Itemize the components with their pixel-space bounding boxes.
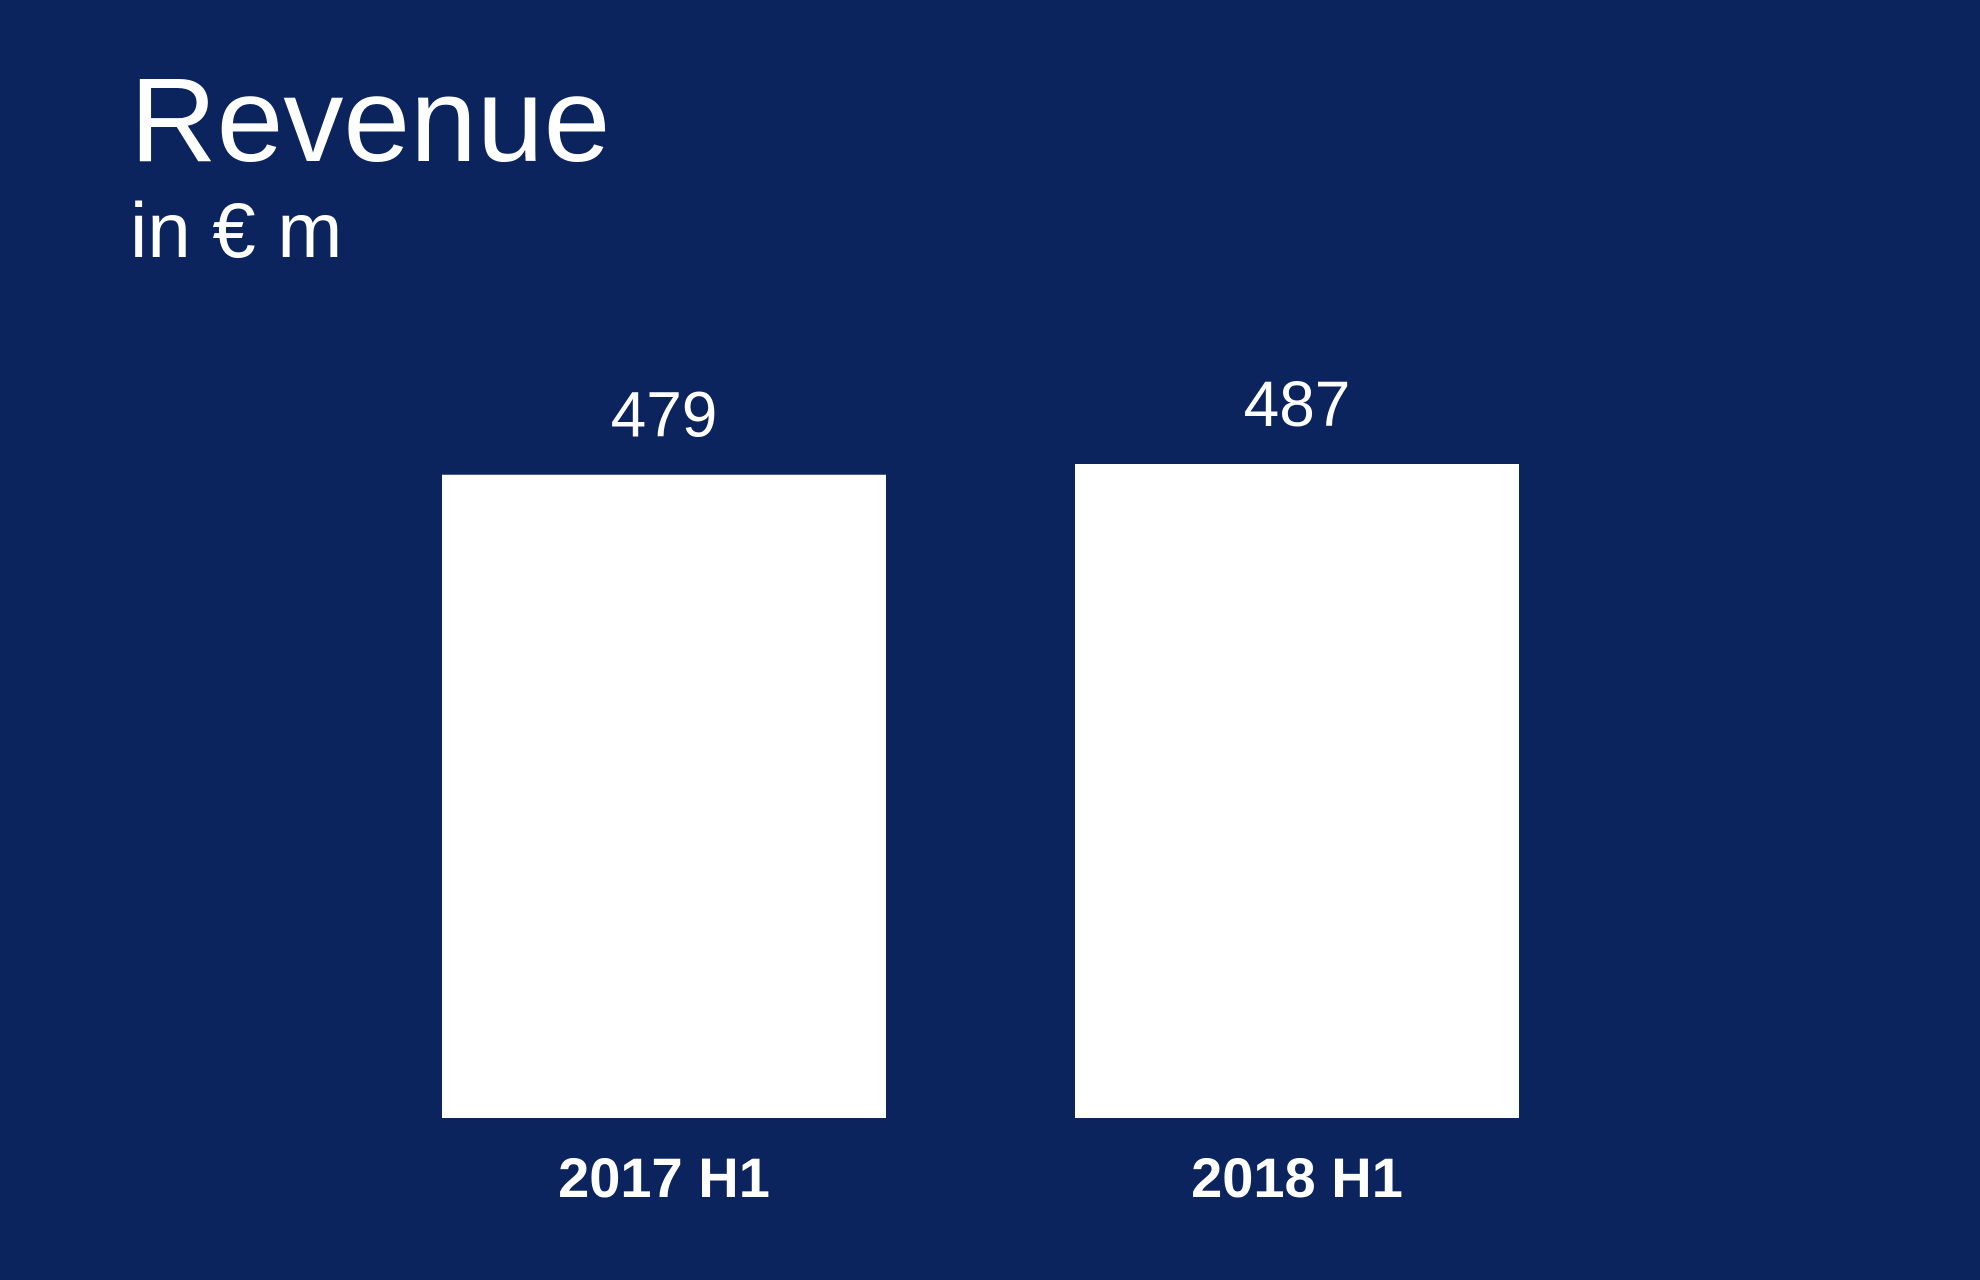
bar-2017-h1 bbox=[442, 474, 886, 1119]
category-label: 2017 H1 bbox=[558, 1146, 770, 1209]
chart-subtitle: in € m bbox=[130, 186, 342, 274]
chart-title: Revenue bbox=[130, 53, 610, 187]
value-label: 487 bbox=[1244, 368, 1351, 440]
category-label: 2018 H1 bbox=[1191, 1146, 1403, 1209]
bar-2018-h1 bbox=[1075, 464, 1519, 1118]
bars-group: 479 2017 H1 487 2018 H1 bbox=[442, 368, 1519, 1209]
value-label: 479 bbox=[611, 379, 718, 451]
